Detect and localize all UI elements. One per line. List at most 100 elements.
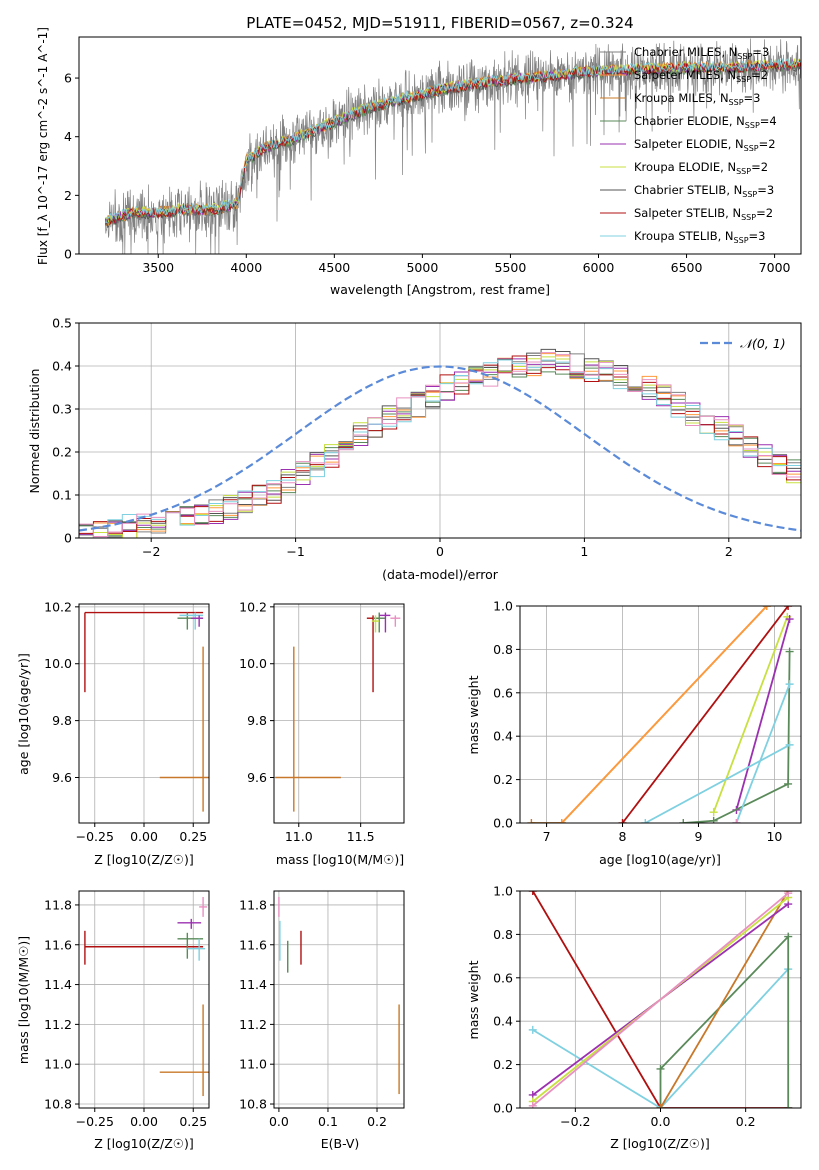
y-axis-label: Flux [f_λ 10^-17 erg cm^-2 s^-1 A^-1] — [36, 27, 50, 265]
mass_vs_EBV-panel — [270, 890, 405, 1112]
age_vs_mass-panel — [270, 603, 405, 827]
x-tick-label: 11.5 — [347, 829, 375, 844]
legend-label: Kroupa ELODIE, NSSP=2 — [634, 160, 768, 176]
mass_weight_vs_age-plot-area — [527, 606, 794, 823]
legend-label: Salpeter MILES, NSSP=2 — [634, 68, 768, 84]
histogram-series — [79, 359, 801, 538]
x-tick-label: −0.25 — [76, 829, 114, 844]
weight-marker — [679, 819, 688, 823]
y-tick-label: 10.0 — [239, 656, 267, 671]
normal-curve — [79, 365, 801, 532]
x-tick-label: 0.25 — [179, 829, 207, 844]
weight-marker — [557, 819, 566, 823]
y-axis-label: mass weight — [466, 675, 481, 754]
weight-line — [659, 891, 789, 1108]
mass_weight_vs_age-panel — [516, 605, 802, 827]
x-tick-label: −0.2 — [560, 1114, 590, 1129]
y-tick-label: 11.2 — [239, 1017, 267, 1032]
chart-layer: 3500 4000 4500 5000 5500 6000 6500 7000 0 2 4 6 Chab… — [16, 27, 802, 1151]
weight-marker — [762, 606, 771, 610]
x-tick-label: 9 — [694, 829, 702, 844]
y-tick-label: 6 — [64, 71, 72, 86]
legend-label: Salpeter STELIB, NSSP=2 — [634, 206, 773, 222]
y-tick-label: 4 — [64, 129, 72, 144]
y-tick-label: 11.0 — [44, 1057, 72, 1072]
mass_weight_vs_Z-plot-area — [528, 891, 793, 1108]
y-axis-label: Normed distribution — [27, 369, 42, 494]
x-tick-label: 2 — [725, 544, 733, 559]
weight-marker — [785, 680, 794, 689]
y-tick-label: 10.8 — [239, 1097, 267, 1112]
y-tick-label: 0.5 — [52, 316, 72, 331]
legend-label: 𝒩(0, 1) — [740, 336, 786, 351]
weight-marker — [784, 779, 793, 788]
weight-line — [659, 934, 790, 1108]
x-tick-label: 11.0 — [285, 829, 313, 844]
legend-label: Kroupa STELIB, NSSP=3 — [634, 229, 765, 245]
residuals-panel — [75, 322, 802, 542]
weight-line — [561, 606, 768, 823]
weight-line — [532, 968, 789, 1108]
y-tick-label: 0 — [64, 531, 72, 546]
mass_vs_Z-plot-area — [84, 896, 209, 1097]
y-tick-label: 9.8 — [247, 713, 267, 728]
weight-line — [735, 683, 791, 823]
x-axis-label: E(B-V) — [321, 1136, 360, 1151]
y-tick-label: 11.6 — [44, 937, 72, 952]
weight-marker — [785, 740, 794, 749]
y-tick-label: 11.8 — [239, 897, 267, 912]
x-axis-label: (data-model)/error — [382, 567, 499, 582]
weight-marker — [784, 932, 793, 941]
y-tick-label: 10.2 — [44, 599, 72, 614]
age_vs_Z-plot-area — [84, 611, 209, 812]
y-tick-label: 1.0 — [493, 884, 513, 899]
spectrum-model-line — [105, 60, 801, 228]
weight-line — [683, 651, 791, 823]
histogram-series — [79, 358, 801, 538]
x-tick-label: 7 — [543, 829, 551, 844]
x-tick-label: 0.00 — [130, 1114, 158, 1129]
x-tick-label: 0.2 — [736, 1114, 756, 1129]
x-axis-label: Z [log10(Z/Z☉)] — [610, 1136, 710, 1151]
x-tick-label: 3500 — [142, 260, 174, 275]
histogram-series — [79, 367, 801, 538]
figure-title: PLATE=0452, MJD=51911, FIBERID=0567, z=0… — [246, 14, 633, 32]
x-axis-label: wavelength [Angstrom, rest frame] — [330, 282, 550, 297]
residuals-plot-area — [79, 348, 801, 538]
y-tick-label: 0.6 — [493, 970, 513, 985]
age_vs_mass-plot-area — [275, 612, 401, 812]
x-tick-label: 1 — [580, 544, 588, 559]
legend-label: Kroupa MILES, NSSP=3 — [634, 91, 760, 107]
y-tick-label: 11.8 — [44, 897, 72, 912]
y-tick-label: 0.4 — [493, 1014, 513, 1029]
spectrum-model-line — [105, 60, 801, 225]
weight-marker — [709, 816, 718, 823]
weight-line — [735, 618, 791, 811]
x-tick-label: 4500 — [318, 260, 350, 275]
weight-marker — [709, 808, 718, 817]
spectrum-plot-area — [105, 38, 801, 254]
y-tick-label: 0.6 — [493, 685, 513, 700]
y-tick-label: 0.2 — [493, 772, 513, 787]
mass_weight_vs_age-frame — [519, 605, 802, 824]
y-tick-label: 0.3 — [52, 402, 72, 417]
y-tick-label: 11.0 — [239, 1057, 267, 1072]
x-tick-label: 0.0 — [651, 1114, 671, 1129]
y-tick-label: 11.6 — [239, 937, 267, 952]
y-tick-label: 10.8 — [44, 1097, 72, 1112]
y-tick-label: 11.2 — [44, 1017, 72, 1032]
x-tick-label: 0.00 — [130, 829, 158, 844]
weight-marker — [618, 819, 627, 823]
weight-marker — [784, 891, 793, 898]
mass_vs_Z-panel — [75, 890, 210, 1112]
y-tick-label: 0.4 — [493, 729, 513, 744]
mass_vs_EBV-plot-area — [278, 896, 400, 1095]
y-tick-label: 9.6 — [247, 770, 267, 785]
histogram-series — [79, 352, 801, 538]
y-tick-label: 0.1 — [52, 488, 72, 503]
y-tick-label: 11.4 — [44, 977, 72, 992]
y-tick-label: 11.4 — [239, 977, 267, 992]
x-tick-label: 0.0 — [269, 1114, 289, 1129]
weight-marker — [656, 1104, 665, 1108]
